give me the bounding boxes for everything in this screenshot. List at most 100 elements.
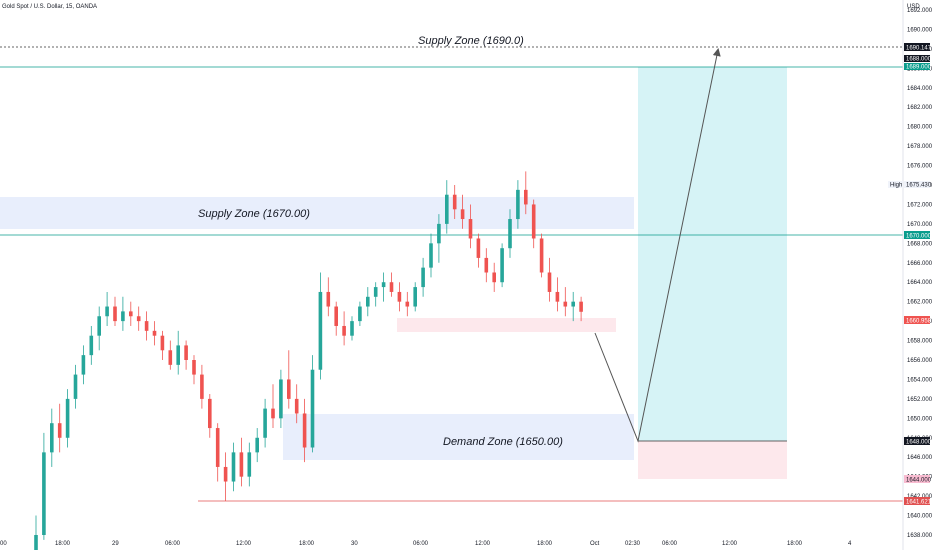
candle-body bbox=[342, 325, 346, 336]
candle-body bbox=[539, 238, 544, 273]
time-tick-label: 02:30 bbox=[625, 541, 641, 547]
candle-body bbox=[65, 398, 70, 438]
small-red-zone-rect[interactable] bbox=[397, 318, 616, 332]
candle-body bbox=[136, 316, 141, 322]
demand-zone-rect[interactable] bbox=[283, 414, 634, 460]
supply-zone-upper-label: Supply Zone (1690.0) bbox=[418, 35, 524, 47]
candle-body bbox=[334, 306, 338, 326]
tag-entry-bg bbox=[904, 437, 930, 445]
candle-body bbox=[50, 423, 54, 453]
price-tick-label: 1682.000 bbox=[907, 105, 932, 111]
candle-body bbox=[247, 452, 252, 477]
tag-low-text: 1641.621 bbox=[906, 500, 932, 506]
candle-body bbox=[452, 194, 457, 210]
time-tick-label: 06:00 bbox=[662, 541, 678, 547]
time-tick-label: 18:00 bbox=[787, 541, 803, 547]
tag-stop-text: 1644.000 bbox=[906, 478, 932, 484]
price-tick-label: 1664.000 bbox=[907, 280, 932, 286]
candle-body bbox=[397, 291, 402, 302]
time-tick-label: Oct bbox=[590, 541, 600, 547]
candle-body bbox=[73, 374, 78, 399]
candle-body bbox=[358, 306, 362, 322]
tag-1670-text: 1670.000 bbox=[906, 234, 932, 240]
projection-path[interactable] bbox=[594, 48, 721, 443]
candle-body bbox=[326, 291, 331, 307]
tag-high-label-bg bbox=[888, 181, 903, 188]
candle-body bbox=[215, 428, 220, 467]
tag-target-b-bg bbox=[904, 63, 930, 70]
candle-body bbox=[192, 360, 196, 375]
price-tick-label: 1662.000 bbox=[907, 300, 932, 306]
time-tick-label: 12:00 bbox=[475, 541, 491, 547]
candle-body bbox=[168, 350, 173, 365]
candle-body bbox=[484, 257, 489, 273]
stop-zone-rect[interactable] bbox=[638, 441, 787, 479]
chart-header: Gold Spot / U.S. Dollar, 15, OANDA bbox=[2, 4, 97, 10]
tag-target-a-text: 1688.000 bbox=[906, 57, 932, 63]
time-axis[interactable]: 00 18:00 29 06:00 12:00 18:00 30 06:00 12:00 18:0… bbox=[0, 541, 852, 547]
candle-body bbox=[531, 204, 536, 239]
price-tick-label: 1680.000 bbox=[907, 125, 932, 131]
price-tick-label: 1690.000 bbox=[907, 27, 932, 33]
candle-body bbox=[105, 306, 109, 317]
candle-body bbox=[571, 301, 575, 307]
candle-body bbox=[413, 287, 417, 307]
time-tick-label: 06:00 bbox=[413, 541, 429, 547]
candle-body bbox=[176, 345, 180, 365]
candle-body bbox=[563, 301, 568, 307]
tag-high-bg bbox=[904, 181, 930, 188]
candle-body bbox=[366, 296, 370, 307]
candle-body bbox=[81, 355, 86, 375]
price-tags: 1690.147 1688.000 1689.000 High 1675.430… bbox=[888, 43, 932, 506]
candle-body bbox=[476, 238, 481, 258]
currency-label: USD bbox=[907, 4, 920, 10]
candle-body bbox=[279, 379, 283, 419]
candle-body bbox=[271, 408, 275, 419]
candle-body bbox=[468, 219, 473, 239]
price-tick-label: 1652.000 bbox=[907, 397, 932, 403]
candle-body bbox=[223, 466, 228, 482]
supply-zone-1670-rect[interactable] bbox=[0, 197, 634, 229]
price-tick-label: 1650.000 bbox=[907, 416, 932, 422]
tag-target-a-bg bbox=[904, 55, 930, 62]
price-ticks: 1638.0001640.0001642.0001644.0001646.000… bbox=[907, 8, 932, 539]
candle-body bbox=[200, 374, 204, 399]
tag-high-text: 1675.430 bbox=[906, 183, 932, 189]
level-lines bbox=[0, 46, 903, 502]
tag-stop-bg bbox=[904, 475, 930, 483]
time-tick-label: 18:00 bbox=[299, 541, 315, 547]
candle-body bbox=[184, 345, 188, 360]
candle-body bbox=[350, 321, 354, 336]
candle-body bbox=[492, 272, 496, 283]
candle-body bbox=[405, 301, 410, 307]
tag-1670-bg bbox=[904, 231, 930, 239]
time-tick-label: 29 bbox=[112, 541, 119, 547]
zones-layer bbox=[0, 67, 787, 479]
time-tick-label: 4 bbox=[848, 541, 852, 547]
candle-body bbox=[310, 369, 315, 448]
candle-body bbox=[555, 291, 560, 302]
tag-target-b-text: 1689.000 bbox=[906, 65, 932, 71]
price-tick-label: 1672.000 bbox=[907, 202, 932, 208]
candle-body bbox=[152, 330, 157, 336]
candle-body bbox=[160, 335, 165, 351]
time-tick-label: 18:00 bbox=[55, 541, 71, 547]
price-tick-label: 1668.000 bbox=[907, 241, 932, 247]
price-tick-label: 1638.000 bbox=[907, 533, 932, 539]
time-tick-label: 00 bbox=[0, 541, 7, 547]
candle-body bbox=[500, 248, 504, 283]
candle-body bbox=[34, 535, 38, 550]
target-zone-rect[interactable] bbox=[638, 67, 787, 441]
price-tick-label: 1658.000 bbox=[907, 339, 932, 345]
price-tick-label: 1678.000 bbox=[907, 144, 932, 150]
candle-body bbox=[57, 423, 62, 438]
candle-body bbox=[524, 189, 528, 205]
candle-body bbox=[318, 291, 323, 370]
candle-body bbox=[231, 452, 236, 482]
candle-body bbox=[460, 209, 465, 220]
candle-body bbox=[421, 267, 425, 288]
candle-body bbox=[294, 398, 299, 414]
candle-body bbox=[144, 321, 149, 331]
candle-body bbox=[113, 306, 117, 322]
